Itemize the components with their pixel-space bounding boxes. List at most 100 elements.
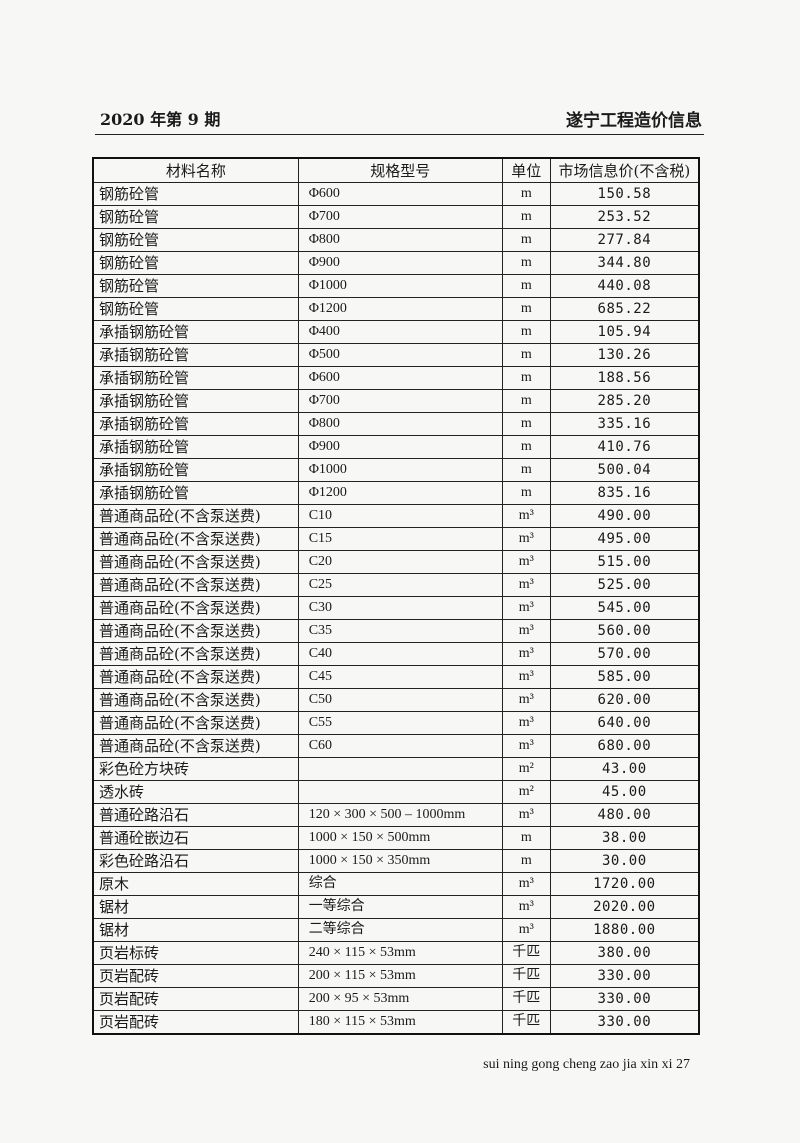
price-cell: 130.26 (549, 343, 700, 367)
spec-cell: Φ900 (297, 251, 503, 275)
table-row: 承插钢筋砼管 Φ600 m 188.56 (92, 366, 700, 390)
unit-cell: m (501, 251, 551, 275)
spec-cell: Φ800 (297, 228, 503, 252)
price-cell: 515.00 (549, 550, 700, 574)
table-row: 页岩配砖 180 × 115 × 53mm 千匹 330.00 (92, 1010, 700, 1035)
spec-cell: C60 (297, 734, 503, 758)
table-row: 承插钢筋砼管 Φ1200 m 835.16 (92, 481, 700, 505)
unit-cell: 千匹 (501, 964, 551, 988)
material-name-cell: 普通商品砼(不含泵送费) (92, 596, 299, 620)
unit-cell: m (501, 826, 551, 850)
unit-cell: m (501, 297, 551, 321)
table-row: 普通商品砼(不含泵送费) C15 m³ 495.00 (92, 527, 700, 551)
price-cell: 640.00 (549, 711, 700, 735)
spec-cell: 180 × 115 × 53mm (297, 1010, 503, 1035)
unit-cell: m (501, 320, 551, 344)
column-header-unit: 单位 (501, 157, 551, 183)
table-row: 彩色砼方块砖 m² 43.00 (92, 757, 700, 781)
unit-cell: 千匹 (501, 1010, 551, 1035)
spec-cell: Φ1000 (297, 458, 503, 482)
price-cell: 560.00 (549, 619, 700, 643)
unit-cell: m³ (501, 642, 551, 666)
table-row: 承插钢筋砼管 Φ1000 m 500.04 (92, 458, 700, 482)
spec-cell: 200 × 95 × 53mm (297, 987, 503, 1011)
table-row: 钢筋砼管 Φ600 m 150.58 (92, 182, 700, 206)
material-name-cell: 普通商品砼(不含泵送费) (92, 504, 299, 528)
table-row: 钢筋砼管 Φ800 m 277.84 (92, 228, 700, 252)
table-row: 原木 综合 m³ 1720.00 (92, 872, 700, 896)
material-name-cell: 页岩标砖 (92, 941, 299, 965)
table-row: 普通商品砼(不含泵送费) C55 m³ 640.00 (92, 711, 700, 735)
material-name-cell: 承插钢筋砼管 (92, 435, 299, 459)
price-cell: 525.00 (549, 573, 700, 597)
unit-cell: m³ (501, 596, 551, 620)
material-name-cell: 普通砼嵌边石 (92, 826, 299, 850)
price-cell: 38.00 (549, 826, 700, 850)
price-cell: 43.00 (549, 757, 700, 781)
spec-cell: Φ500 (297, 343, 503, 367)
unit-cell: m³ (501, 711, 551, 735)
material-name-cell: 普通商品砼(不含泵送费) (92, 711, 299, 735)
unit-cell: m² (501, 780, 551, 804)
spec-cell: Φ1200 (297, 481, 503, 505)
price-cell: 277.84 (549, 228, 700, 252)
spec-cell: C25 (297, 573, 503, 597)
price-cell: 330.00 (549, 964, 700, 988)
price-cell: 30.00 (549, 849, 700, 873)
material-name-cell: 承插钢筋砼管 (92, 320, 299, 344)
spec-cell (297, 757, 503, 781)
material-name-cell: 普通商品砼(不含泵送费) (92, 734, 299, 758)
unit-cell: m³ (501, 527, 551, 551)
material-name-cell: 彩色砼路沿石 (92, 849, 299, 873)
spec-cell: 200 × 115 × 53mm (297, 964, 503, 988)
spec-cell: 240 × 115 × 53mm (297, 941, 503, 965)
table-body: 钢筋砼管 Φ600 m 150.58 钢筋砼管 Φ700 m 253.52 钢筋砼管 Φ800 m 2… (92, 182, 700, 1035)
unit-cell: m (501, 849, 551, 873)
unit-cell: m (501, 481, 551, 505)
material-name-cell: 承插钢筋砼管 (92, 458, 299, 482)
unit-cell: m³ (501, 688, 551, 712)
spec-cell: 1000 × 150 × 500mm (297, 826, 503, 850)
table-row: 普通商品砼(不含泵送费) C35 m³ 560.00 (92, 619, 700, 643)
spec-cell: C15 (297, 527, 503, 551)
price-cell: 585.00 (549, 665, 700, 689)
spec-cell: 二等综合 (297, 918, 503, 942)
price-cell: 620.00 (549, 688, 700, 712)
table-row: 普通商品砼(不含泵送费) C50 m³ 620.00 (92, 688, 700, 712)
price-cell: 495.00 (549, 527, 700, 551)
material-name-cell: 钢筋砼管 (92, 297, 299, 321)
spec-cell: Φ700 (297, 205, 503, 229)
table-row: 普通商品砼(不含泵送费) C20 m³ 515.00 (92, 550, 700, 574)
material-name-cell: 承插钢筋砼管 (92, 366, 299, 390)
spec-cell (297, 780, 503, 804)
issue-label: 2020 年第 9 期 (100, 110, 221, 129)
spec-cell: Φ600 (297, 182, 503, 206)
table-row: 普通商品砼(不含泵送费) C45 m³ 585.00 (92, 665, 700, 689)
price-cell: 344.80 (549, 251, 700, 275)
material-name-cell: 普通砼路沿石 (92, 803, 299, 827)
material-name-cell: 普通商品砼(不含泵送费) (92, 573, 299, 597)
unit-cell: m (501, 205, 551, 229)
unit-cell: m (501, 343, 551, 367)
price-cell: 45.00 (549, 780, 700, 804)
unit-cell: 千匹 (501, 941, 551, 965)
table-row: 钢筋砼管 Φ700 m 253.52 (92, 205, 700, 229)
price-cell: 253.52 (549, 205, 700, 229)
price-cell: 410.76 (549, 435, 700, 459)
price-cell: 680.00 (549, 734, 700, 758)
price-cell: 490.00 (549, 504, 700, 528)
price-cell: 330.00 (549, 1010, 700, 1035)
table-row: 页岩配砖 200 × 95 × 53mm 千匹 330.00 (92, 987, 700, 1011)
table-row: 钢筋砼管 Φ1000 m 440.08 (92, 274, 700, 298)
material-name-cell: 普通商品砼(不含泵送费) (92, 688, 299, 712)
unit-cell: m³ (501, 504, 551, 528)
price-cell: 330.00 (549, 987, 700, 1011)
spec-cell: Φ800 (297, 412, 503, 436)
unit-cell: m³ (501, 872, 551, 896)
unit-cell: m (501, 458, 551, 482)
unit-cell: m (501, 389, 551, 413)
unit-cell: m (501, 274, 551, 298)
table-row: 页岩配砖 200 × 115 × 53mm 千匹 330.00 (92, 964, 700, 988)
unit-cell: m³ (501, 550, 551, 574)
spec-cell: C50 (297, 688, 503, 712)
